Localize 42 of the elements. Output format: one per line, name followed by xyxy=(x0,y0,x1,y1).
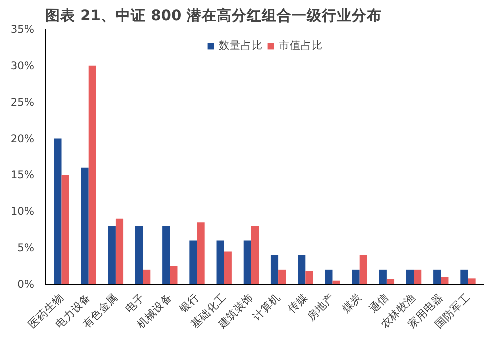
bar xyxy=(197,222,205,284)
bar xyxy=(306,271,314,284)
bar xyxy=(162,226,170,284)
bar xyxy=(460,270,468,284)
bar xyxy=(325,270,333,284)
bar xyxy=(360,255,368,284)
bar xyxy=(298,255,306,284)
bar xyxy=(251,226,260,284)
chart-title: 图表 21、中证 800 潜在高分红组合一级行业分布 xyxy=(46,6,382,24)
y-tick-label: 25% xyxy=(10,96,34,109)
bar xyxy=(379,270,387,284)
bar xyxy=(108,226,116,284)
legend-label: 市值占比 xyxy=(279,39,323,53)
bar xyxy=(88,66,96,284)
bar xyxy=(414,270,422,284)
x-tick-label: 煤炭 xyxy=(340,290,364,316)
legend-label: 数量占比 xyxy=(219,39,263,53)
bar xyxy=(434,270,442,284)
y-tick-label: 20% xyxy=(10,132,34,146)
bar xyxy=(468,278,476,284)
bar xyxy=(352,270,360,284)
bar xyxy=(143,270,151,284)
bar xyxy=(244,240,252,284)
bar xyxy=(224,252,232,284)
bar xyxy=(278,270,286,284)
bar xyxy=(216,240,224,284)
bar xyxy=(54,138,62,284)
y-tick-label: 30% xyxy=(10,59,34,72)
bar xyxy=(62,175,70,284)
bar xyxy=(135,226,144,284)
y-tick-label: 0% xyxy=(18,278,34,291)
bar xyxy=(270,255,279,284)
y-tick-label: 10% xyxy=(10,205,34,218)
y-tick-label: 5% xyxy=(18,242,34,255)
y-tick-label: 15% xyxy=(10,168,34,182)
bar xyxy=(116,218,124,284)
bar xyxy=(81,168,89,284)
bar xyxy=(170,266,178,284)
y-tick-label: 35% xyxy=(10,23,34,36)
bar xyxy=(190,240,198,284)
bar xyxy=(406,270,414,284)
bar xyxy=(441,277,449,284)
